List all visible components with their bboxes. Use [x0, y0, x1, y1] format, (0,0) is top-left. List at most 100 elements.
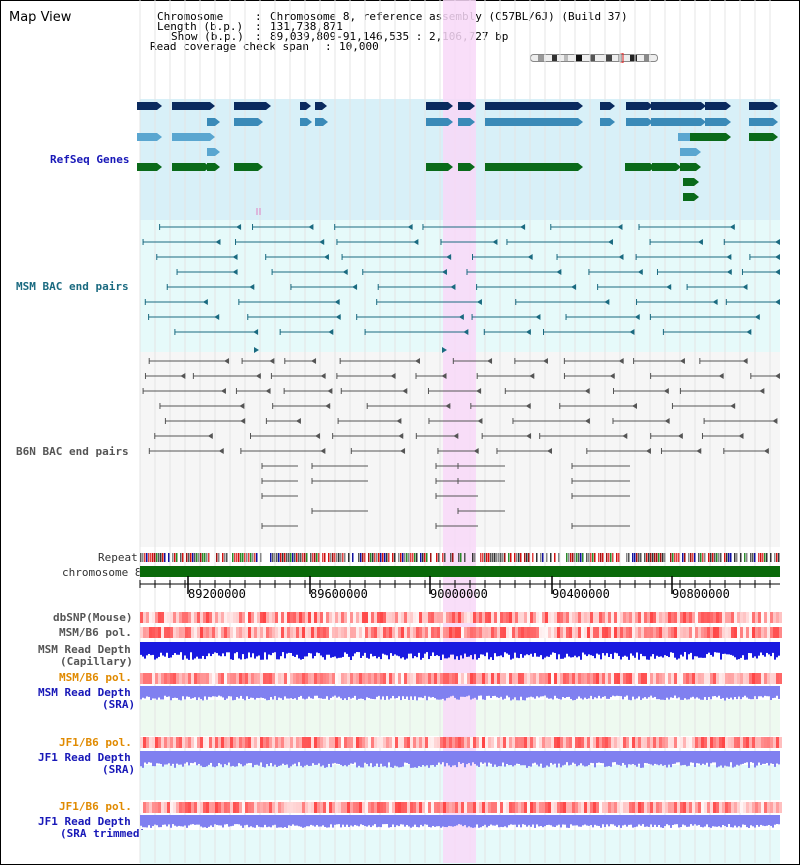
jf1-trim-pol-cell [605, 802, 608, 813]
msm-pol-cell [623, 627, 626, 638]
jf1-trim-pol-cell [380, 802, 383, 813]
msm-sra-pol-cell [329, 673, 332, 684]
gene-strand-arrow [306, 102, 311, 110]
msm-sra-depth-bar [276, 686, 278, 701]
msm-capillary-depth-bar [668, 642, 670, 658]
msm-sra-depth-bar [202, 686, 204, 701]
jf1-pol-cell [155, 737, 158, 748]
msm-capillary-depth-bar [614, 642, 616, 653]
jf1-trim-depth-bar [720, 815, 722, 828]
msm-capillary-depth-bar [726, 642, 728, 655]
repeat-element [570, 553, 572, 562]
jf1-pol-cell [755, 737, 758, 748]
track-label-msm-bac[interactable]: MSM BAC end pairs [16, 280, 129, 293]
msm-pol-cell [350, 627, 353, 638]
msm-sra-pol-cell [419, 673, 422, 684]
dbsnp-cell [581, 612, 584, 623]
jf1-sra-depth-bar [424, 751, 426, 767]
jf1-trim-depth-bar [312, 815, 314, 826]
repeat-element [638, 553, 640, 562]
msm-sra-depth-bar [728, 686, 730, 700]
jf1-trim-depth-bar [156, 815, 158, 826]
track-label-b6n-bac[interactable]: B6N BAC end pairs [16, 445, 129, 458]
repeat-element [312, 553, 314, 562]
repeat-element [296, 553, 298, 562]
msm-bac-arrow [253, 329, 259, 335]
repeat-element [250, 553, 252, 562]
msm-capillary-depth-bar [702, 642, 704, 658]
msm-sra-depth-bar [418, 686, 420, 698]
jf1-trim-depth-bar [254, 815, 256, 828]
repeat-element [360, 553, 362, 562]
repeat-element [206, 553, 208, 562]
jf1-pol-cell [551, 737, 554, 748]
b6n-bac-arrow [220, 388, 226, 394]
msm-sra-depth-bar [222, 686, 224, 698]
msm-sra-depth-bar [598, 686, 600, 696]
msm-capillary-depth-bar [270, 642, 272, 656]
msm-capillary-depth-bar [568, 642, 570, 657]
msm-sra-depth-bar [210, 686, 212, 698]
msm-capillary-depth-bar [410, 642, 412, 654]
dbsnp-cell [458, 612, 461, 623]
msm-pol-cell [458, 627, 461, 638]
dbsnp-cell [578, 612, 581, 623]
msm-sra-depth-bar [186, 686, 188, 697]
jf1-sra-depth-bar [140, 751, 142, 767]
msm-capillary-depth-bar [762, 642, 764, 656]
msm-sra-depth-bar [468, 686, 470, 696]
repeat-element [162, 553, 164, 562]
msm-pol-cell [374, 627, 377, 638]
repeat-element [284, 553, 286, 562]
jf1-pol-cell [590, 737, 593, 748]
dbsnp-cell [554, 612, 557, 623]
repeat-element [196, 553, 198, 562]
msm-capillary-depth-bar [398, 642, 400, 657]
msm-sra-pol-cell [293, 673, 296, 684]
msm-pol-cell [593, 627, 596, 638]
b6n-bac-arrow [645, 448, 651, 454]
repeat-element [590, 553, 592, 562]
repeat-element [752, 553, 754, 562]
jf1-trim-depth-bar [398, 815, 400, 827]
jf1-sra-depth-bar [286, 751, 288, 765]
msm-sra-depth-bar [694, 686, 696, 699]
jf1-trim-depth-bar [710, 815, 712, 828]
jf1-pol-cell [446, 737, 449, 748]
jf1-sra-depth-bar [340, 751, 342, 765]
dbsnp-cell [605, 612, 608, 623]
msm-capillary-depth-bar [268, 642, 270, 655]
msm-sra-depth-bar [466, 686, 468, 697]
jf1-sra-depth-bar [322, 751, 324, 766]
jf1-sra-depth-bar [720, 751, 722, 766]
jf1-trim-pol-cell [704, 802, 707, 813]
repeat-element [218, 553, 220, 562]
jf1-sra-depth-bar [512, 751, 514, 767]
repeat-element [498, 553, 500, 562]
jf1-pol-cell [578, 737, 581, 748]
track-label-dbsnp: dbSNP(Mouse) [53, 611, 133, 624]
jf1-trim-depth-bar [734, 815, 736, 826]
jf1-sra-depth-bar [748, 751, 750, 768]
msm-capillary-depth-bar [324, 642, 326, 660]
jf1-pol-cell [698, 737, 701, 748]
repeat-element [294, 553, 296, 562]
jf1-pol-cell [494, 737, 497, 748]
jf1-trim-depth-bar [770, 815, 772, 826]
jf1-trim-pol-cell [296, 802, 299, 813]
jf1-trim-depth-bar [748, 815, 750, 828]
msm-sra-depth-bar [366, 686, 368, 698]
jf1-sra-depth-bar [726, 751, 728, 767]
jf1-sra-depth-bar [760, 751, 762, 765]
jf1-sra-depth-bar [370, 751, 372, 764]
msm-sra-pol-cell [575, 673, 578, 684]
msm-pol-cell [728, 627, 731, 638]
jf1-sra-depth-bar [606, 751, 608, 767]
msm-capillary-depth-bar [262, 642, 264, 660]
b6n-bac-arrow [415, 358, 421, 364]
msm-sra-depth-bar [230, 686, 232, 697]
msm-capillary-depth-bar [316, 642, 318, 653]
repeat-element [546, 553, 548, 562]
track-label-refseq[interactable]: RefSeq Genes [50, 153, 130, 166]
